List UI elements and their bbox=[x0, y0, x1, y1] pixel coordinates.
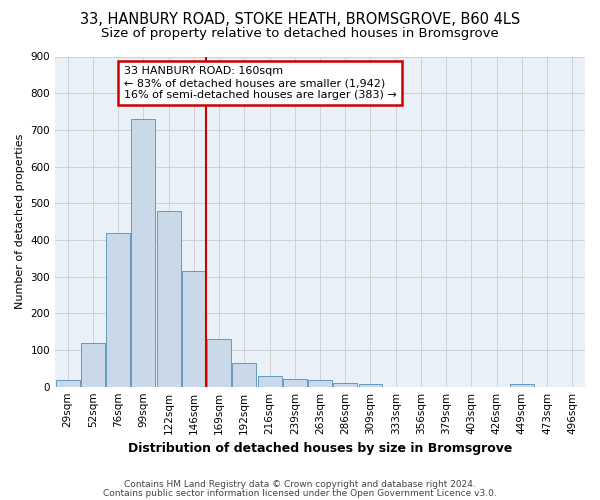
Bar bbox=[333, 383, 357, 386]
Bar bbox=[131, 119, 155, 386]
Bar bbox=[157, 210, 181, 386]
Bar bbox=[283, 380, 307, 386]
Text: Contains HM Land Registry data © Crown copyright and database right 2024.: Contains HM Land Registry data © Crown c… bbox=[124, 480, 476, 489]
Text: Size of property relative to detached houses in Bromsgrove: Size of property relative to detached ho… bbox=[101, 28, 499, 40]
Text: 33 HANBURY ROAD: 160sqm
← 83% of detached houses are smaller (1,942)
16% of semi: 33 HANBURY ROAD: 160sqm ← 83% of detache… bbox=[124, 66, 397, 100]
Text: Contains public sector information licensed under the Open Government Licence v3: Contains public sector information licen… bbox=[103, 489, 497, 498]
Bar bbox=[257, 376, 281, 386]
Y-axis label: Number of detached properties: Number of detached properties bbox=[15, 134, 25, 310]
Bar bbox=[510, 384, 534, 386]
Bar bbox=[359, 384, 382, 386]
Bar bbox=[182, 271, 206, 386]
Bar bbox=[232, 363, 256, 386]
Bar bbox=[81, 342, 105, 386]
Text: 33, HANBURY ROAD, STOKE HEATH, BROMSGROVE, B60 4LS: 33, HANBURY ROAD, STOKE HEATH, BROMSGROV… bbox=[80, 12, 520, 28]
Bar bbox=[106, 232, 130, 386]
Bar bbox=[207, 339, 231, 386]
X-axis label: Distribution of detached houses by size in Bromsgrove: Distribution of detached houses by size … bbox=[128, 442, 512, 455]
Bar bbox=[56, 380, 80, 386]
Bar bbox=[308, 380, 332, 386]
